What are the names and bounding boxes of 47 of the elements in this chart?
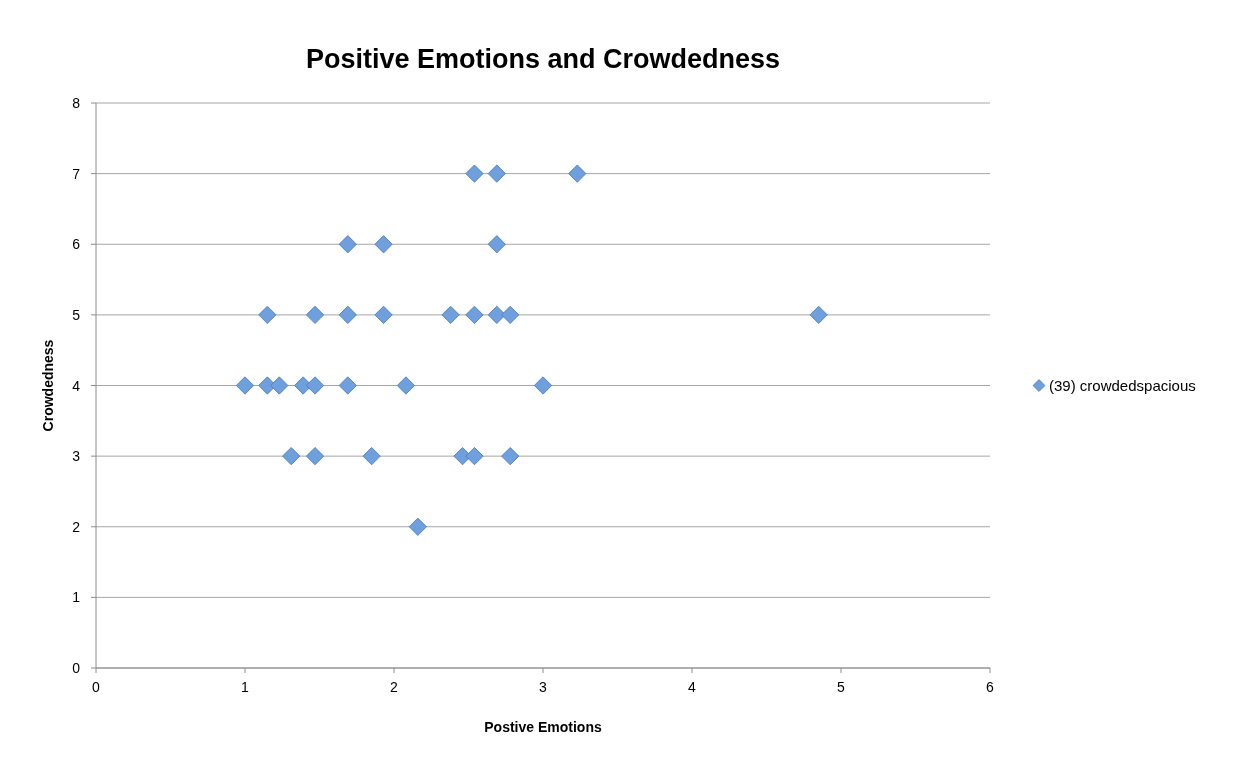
- point: [568, 164, 587, 183]
- point: [465, 164, 484, 183]
- x-tick-label: 3: [539, 679, 548, 695]
- point: [487, 305, 506, 324]
- point: [374, 235, 393, 254]
- point: [374, 305, 393, 324]
- y-axis-title: Crowdedness: [40, 339, 56, 432]
- x-axis-title: Postive Emotions: [484, 719, 602, 735]
- point: [501, 447, 520, 466]
- y-tick-label: 5: [72, 306, 81, 323]
- point: [305, 376, 325, 395]
- legend-label: (39) crowdedspacious: [1049, 376, 1196, 394]
- x-tick-label: 0: [92, 679, 101, 695]
- point: [396, 376, 415, 395]
- x-tick-label: 5: [837, 679, 846, 695]
- y-tick-label: 0: [72, 660, 81, 676]
- y-tick-label: 8: [72, 95, 81, 111]
- point: [362, 447, 381, 466]
- point: [487, 164, 506, 183]
- y-tick-label: 3: [72, 448, 81, 465]
- y-tick-label: 2: [72, 518, 81, 535]
- x-tick-label: 2: [390, 679, 399, 695]
- point: [465, 447, 484, 466]
- y-tick-label: 1: [72, 589, 81, 606]
- point: [809, 305, 828, 324]
- y-tick-label: 6: [72, 236, 81, 253]
- y-tick-label: 4: [72, 377, 81, 394]
- point: [408, 517, 427, 536]
- point: [487, 235, 506, 254]
- x-tick-label: 6: [986, 679, 995, 695]
- point: [305, 447, 325, 466]
- point: [305, 305, 325, 324]
- point: [258, 305, 277, 324]
- point: [338, 235, 357, 254]
- chart-title: Positive Emotions and Crowdedness: [305, 44, 781, 74]
- point: [338, 305, 357, 324]
- point: [282, 447, 301, 466]
- point: [533, 376, 553, 395]
- y-tick-label: 7: [72, 165, 81, 182]
- point: [270, 376, 289, 395]
- x-tick-label: 4: [688, 679, 697, 695]
- x-tick-label: 1: [241, 679, 250, 695]
- point: [235, 376, 255, 395]
- point: [338, 376, 357, 395]
- point: [501, 305, 520, 324]
- point: [465, 305, 484, 324]
- point: [441, 305, 460, 324]
